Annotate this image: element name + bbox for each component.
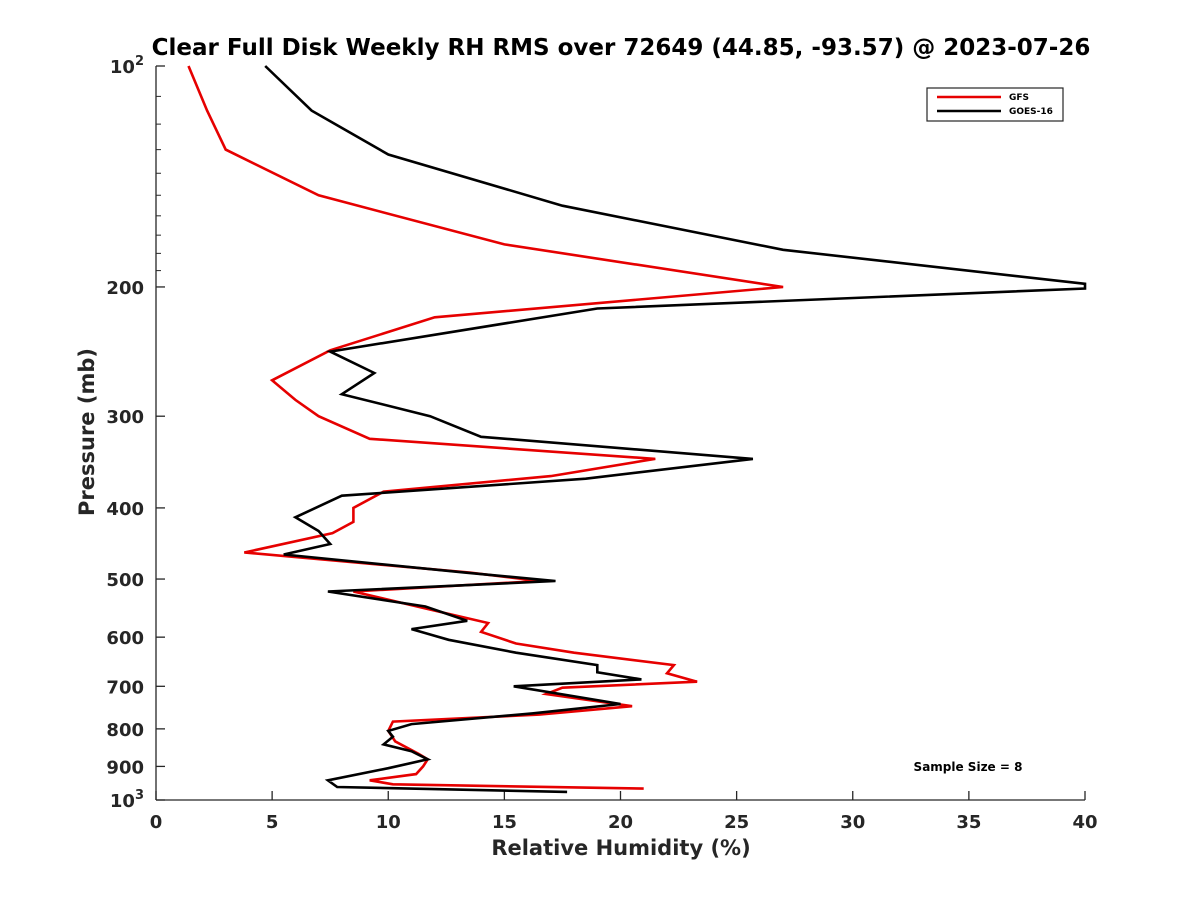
x-tick-label: 40	[1072, 812, 1097, 833]
series-line-goes-16	[264, 65, 1087, 794]
x-tick-label: 10	[376, 812, 401, 833]
x-tick-label: 20	[608, 812, 633, 833]
y-tick-label: 800	[106, 720, 144, 741]
x-tick-label: 15	[492, 812, 517, 833]
x-tick-label: 5	[266, 812, 279, 833]
x-tick-label: 25	[724, 812, 749, 833]
sample-size-annotation: Sample Size = 8	[914, 760, 1023, 774]
x-tick-label: 35	[956, 812, 981, 833]
y-tick-label: 200	[106, 278, 144, 299]
legend-box	[926, 87, 1064, 122]
y-tick-label: 103	[110, 788, 144, 812]
chart-title: Clear Full Disk Weekly RH RMS over 72649…	[152, 35, 1091, 61]
legend-label: GOES-16	[1009, 107, 1053, 117]
series-line-gfs	[187, 65, 784, 790]
y-tick-label: 500	[106, 570, 144, 591]
x-tick-label: 0	[150, 812, 163, 833]
y-tick-label: 400	[106, 499, 144, 520]
y-tick-label: 700	[106, 677, 144, 698]
legend-label: GFS	[1009, 93, 1029, 103]
x-axis-label: Relative Humidity (%)	[491, 836, 750, 860]
x-tick-label: 30	[840, 812, 865, 833]
plot-area: 0 5 10 15 20 25 30 35 40 102 200 300 400 500 600 700 800…	[106, 54, 1097, 833]
y-tick-label: 600	[106, 628, 144, 649]
y-tick-label: 102	[110, 54, 144, 78]
legend: GFS GOES-16	[926, 87, 1064, 122]
y-axis-label: Pressure (mb)	[75, 348, 99, 516]
y-tick-label: 900	[106, 757, 144, 778]
y-tick-label: 300	[106, 407, 144, 428]
